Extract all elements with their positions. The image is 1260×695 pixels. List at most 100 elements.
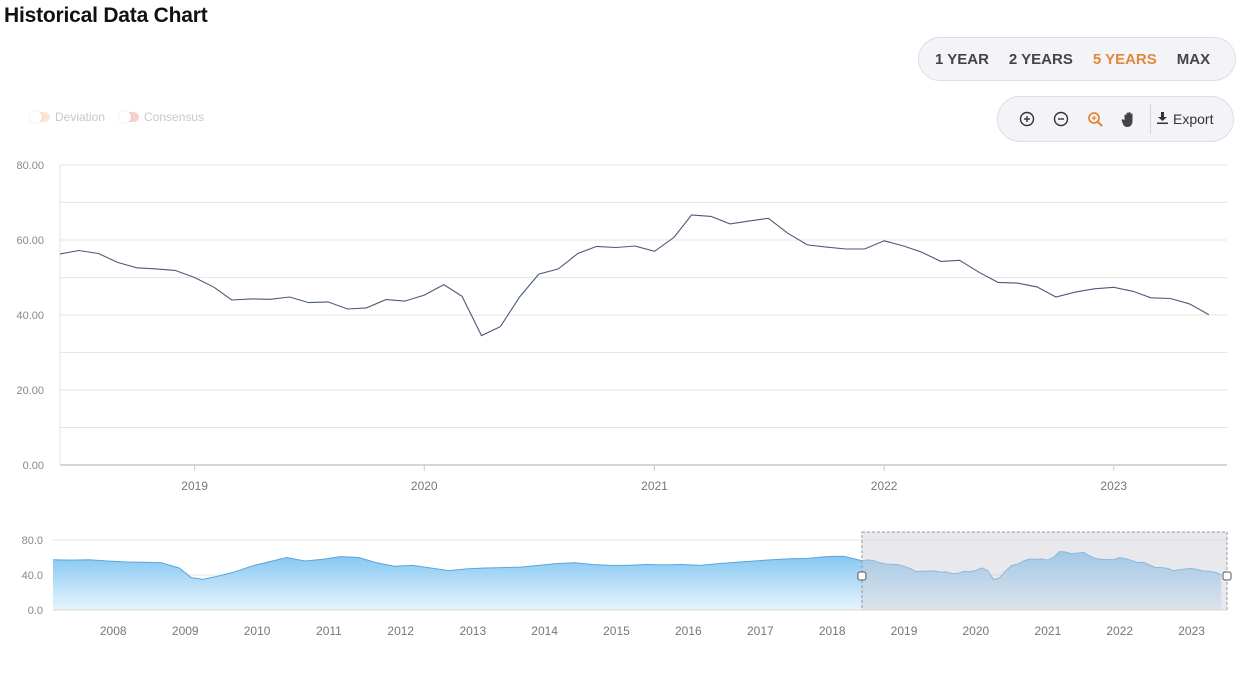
data-point (480, 334, 484, 338)
data-point (537, 272, 541, 276)
data-point (748, 219, 752, 223)
data-point (633, 244, 637, 248)
data-point (384, 298, 388, 302)
nav-x-tick-label: 2021 (1035, 624, 1062, 638)
y-tick-label: 60.00 (16, 235, 44, 247)
nav-x-tick-label: 2020 (963, 624, 990, 638)
legend-label-deviation: Deviation (55, 110, 106, 124)
data-point (249, 297, 253, 301)
page-title: Historical Data Chart (4, 4, 208, 27)
zoom-select-icon[interactable] (1078, 104, 1112, 134)
data-point (690, 213, 694, 217)
zoom-out-icon[interactable] (1044, 104, 1078, 134)
data-point (786, 231, 790, 235)
x-tick-label: 2019 (181, 479, 208, 493)
nav-x-tick-label: 2012 (387, 624, 414, 638)
deviation-toggle[interactable] (30, 111, 50, 123)
data-point (173, 268, 177, 272)
nav-x-tick-label: 2023 (1178, 624, 1205, 638)
range-2-years-button[interactable]: 2 YEARS (1008, 50, 1073, 68)
data-point (116, 261, 120, 265)
data-point (1149, 296, 1153, 300)
data-point (672, 235, 676, 239)
nav-y-tick-label: 0.0 (28, 605, 43, 617)
data-point (996, 280, 1000, 284)
data-point (422, 293, 426, 297)
data-point (193, 276, 197, 280)
nav-handle-right[interactable] (1222, 571, 1232, 581)
data-point (326, 300, 330, 304)
data-point (919, 250, 923, 254)
data-point (863, 247, 867, 251)
legend-label-consensus: Consensus (144, 110, 205, 124)
data-point (460, 294, 464, 298)
data-point (977, 270, 981, 274)
data-point (442, 283, 446, 287)
range-max-button[interactable]: MAX (1176, 50, 1211, 68)
nav-y-tick-label: 80.0 (22, 535, 43, 547)
x-tick-label: 2020 (411, 479, 438, 493)
export-button[interactable]: Export (1157, 111, 1213, 127)
zoom-in-icon[interactable] (1010, 104, 1044, 134)
nav-x-tick-label: 2017 (747, 624, 774, 638)
navigator-chart[interactable]: 0.0 40.0 80.0 2008 2009 2010 2011 2012 2013 2014 2… (0, 530, 1260, 650)
data-point (96, 252, 100, 256)
data-point (518, 295, 522, 299)
data-point (824, 245, 828, 249)
data-point (1207, 313, 1211, 317)
nav-x-tick-label: 2010 (244, 624, 271, 638)
pan-hand-icon[interactable] (1112, 104, 1146, 134)
data-point (766, 216, 770, 220)
y-tick-label: 20.00 (16, 385, 44, 397)
data-point (1187, 302, 1191, 306)
nav-selection-window (861, 531, 1228, 611)
nav-x-tick-label: 2014 (531, 624, 558, 638)
data-point (1016, 281, 1020, 285)
data-point (498, 325, 502, 329)
data-point (805, 243, 809, 247)
data-point (77, 249, 81, 253)
data-point (1168, 297, 1172, 301)
nav-handle-left[interactable] (857, 571, 867, 581)
chart-toolbar: Export (997, 96, 1234, 142)
data-point (728, 222, 732, 226)
data-point (1092, 287, 1096, 291)
nav-x-tick-label: 2013 (459, 624, 486, 638)
export-label: Export (1173, 111, 1214, 127)
main-line-chart[interactable]: 0.00 20.00 40.00 60.00 80.00 2019 2020 2021 2022… (0, 150, 1260, 510)
nav-x-tick-label: 2022 (1106, 624, 1133, 638)
range-1-year-button[interactable]: 1 YEAR (935, 50, 989, 68)
x-tick-label: 2023 (1100, 479, 1127, 493)
data-point (653, 249, 657, 253)
nav-x-tick-label: 2009 (172, 624, 199, 638)
nav-x-tick-label: 2016 (675, 624, 702, 638)
data-point (939, 259, 943, 263)
data-point (346, 307, 350, 311)
nav-x-tick-label: 2011 (316, 624, 342, 638)
toolbar-divider (1150, 104, 1151, 134)
data-point (1131, 289, 1135, 293)
legend-item-deviation[interactable]: Deviation (30, 110, 105, 124)
data-point (958, 258, 962, 262)
legend-item-consensus[interactable]: Consensus (119, 110, 204, 124)
nav-x-tick-label: 2008 (100, 624, 127, 638)
data-point (709, 214, 713, 218)
data-point (58, 252, 62, 256)
data-point (268, 297, 272, 301)
data-point (556, 267, 560, 271)
data-point (1054, 295, 1058, 299)
data-point (844, 247, 848, 251)
consensus-toggle[interactable] (119, 111, 140, 123)
nav-x-tick-label: 2019 (891, 624, 918, 638)
data-point (576, 252, 580, 256)
data-point (1035, 285, 1039, 289)
y-tick-label: 40.00 (16, 310, 44, 322)
x-tick-label: 2022 (871, 479, 898, 493)
data-point (403, 299, 407, 303)
range-5-years-button[interactable]: 5 YEARS (1092, 50, 1157, 68)
data-point (882, 239, 886, 243)
data-point (306, 301, 310, 305)
data-point (364, 306, 368, 310)
data-point (212, 285, 216, 289)
data-point (1112, 285, 1116, 289)
